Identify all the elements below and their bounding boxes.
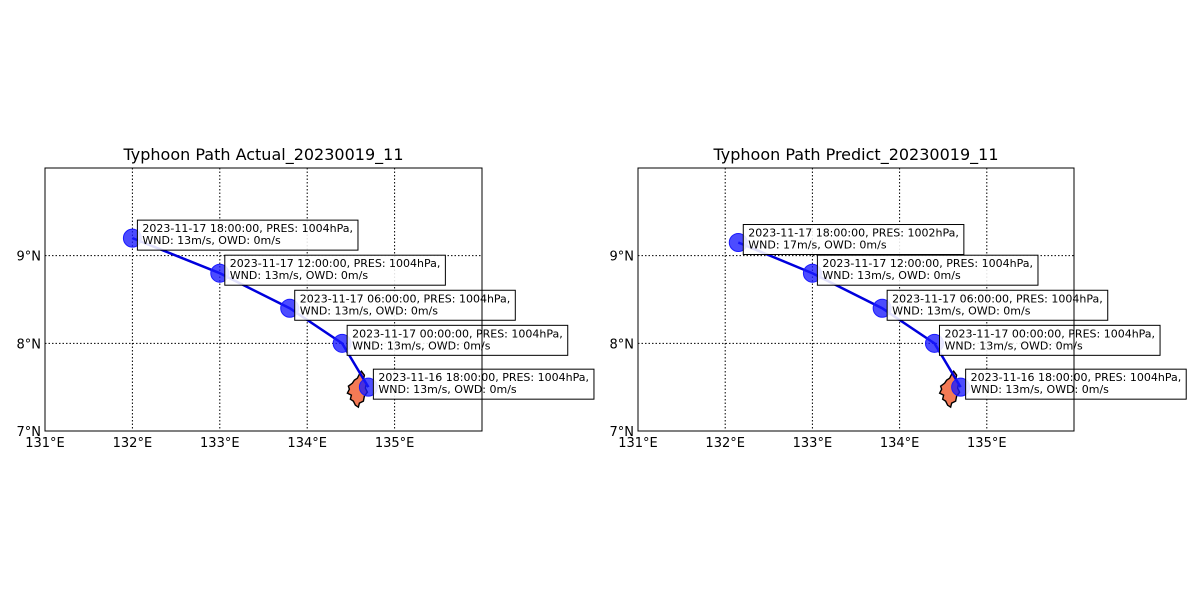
lat-tick-label: 8°N	[610, 337, 635, 352]
track-annotation-box	[346, 324, 569, 356]
lat-tick-label: 9°N	[17, 250, 42, 265]
lat-tick-label: 9°N	[610, 250, 635, 265]
annotation-line-2: WND: 13m/s, OWD: 0m/s	[892, 304, 1031, 317]
map-panel-predict: Typhoon Path Predict_20230019_11 131°E 132…	[610, 145, 1187, 451]
track-annotation-box	[965, 368, 1187, 400]
lon-tick-label: 132°E	[113, 436, 153, 451]
track-annotation-box	[372, 368, 595, 400]
track-annotation-box	[886, 289, 1109, 321]
lon-tick-label: 134°E	[287, 436, 327, 451]
lon-tick-label: 131°E	[25, 436, 65, 451]
annotation-line-2: WND: 13m/s, OWD: 0m/s	[822, 269, 961, 282]
map-title: Typhoon Path Actual_20230019_11	[122, 145, 403, 165]
map-frame	[637, 167, 1075, 432]
lon-tick-label: 132°E	[705, 436, 745, 451]
lon-tick-label: 134°E	[880, 436, 920, 451]
track-annotation-box	[938, 324, 1161, 356]
annotation-line-2: WND: 13m/s, OWD: 0m/s	[971, 383, 1110, 396]
lon-tick-label: 133°E	[200, 436, 240, 451]
track-annotation-box	[294, 289, 516, 321]
annotation-line-1: 2023-11-17 18:00:00, PRES: 1004hPa,	[142, 222, 353, 235]
map-title: Typhoon Path Predict_20230019_11	[713, 145, 999, 165]
track-annotation-box	[742, 224, 965, 256]
lat-tick-label: 7°N	[17, 425, 42, 440]
annotation-line-2: WND: 13m/s, OWD: 0m/s	[352, 339, 491, 352]
track-annotation-box	[136, 219, 359, 251]
lat-tick-label: 8°N	[17, 337, 42, 352]
lon-tick-label: 131°E	[618, 436, 658, 451]
annotation-line-1: 2023-11-16 18:00:00, PRES: 1004hPa,	[378, 371, 589, 384]
annotation-line-1: 2023-11-17 18:00:00, PRES: 1002hPa,	[748, 227, 959, 240]
annotation-line-1: 2023-11-16 18:00:00, PRES: 1004hPa,	[971, 371, 1182, 384]
annotation-line-2: WND: 13m/s, OWD: 0m/s	[378, 383, 517, 396]
annotation-line-2: WND: 13m/s, OWD: 0m/s	[142, 234, 281, 247]
annotation-line-2: WND: 13m/s, OWD: 0m/s	[230, 269, 369, 282]
annotation-line-1: 2023-11-17 00:00:00, PRES: 1004hPa,	[944, 327, 1155, 340]
annotation-line-2: WND: 17m/s, OWD: 0m/s	[748, 239, 887, 252]
annotation-line-1: 2023-11-17 06:00:00, PRES: 1004hPa,	[300, 292, 511, 305]
lon-tick-label: 133°E	[793, 436, 833, 451]
annotation-line-1: 2023-11-17 00:00:00, PRES: 1004hPa,	[352, 327, 563, 340]
annotation-line-1: 2023-11-17 06:00:00, PRES: 1004hPa,	[892, 292, 1103, 305]
track-annotation-box	[816, 254, 1039, 286]
track-annotation-box	[224, 254, 446, 286]
annotation-line-2: WND: 13m/s, OWD: 0m/s	[300, 304, 439, 317]
map-panel-actual: Typhoon Path Actual_20230019_11 131°E 132°…	[17, 145, 595, 451]
lon-tick-label: 135°E	[967, 436, 1007, 451]
annotation-line-1: 2023-11-17 12:00:00, PRES: 1004hPa,	[230, 257, 441, 270]
annotation-line-2: WND: 13m/s, OWD: 0m/s	[944, 339, 1083, 352]
map-frame	[44, 167, 483, 432]
annotation-line-1: 2023-11-17 12:00:00, PRES: 1004hPa,	[822, 257, 1033, 270]
lon-tick-label: 135°E	[375, 436, 415, 451]
lat-tick-label: 7°N	[610, 425, 635, 440]
